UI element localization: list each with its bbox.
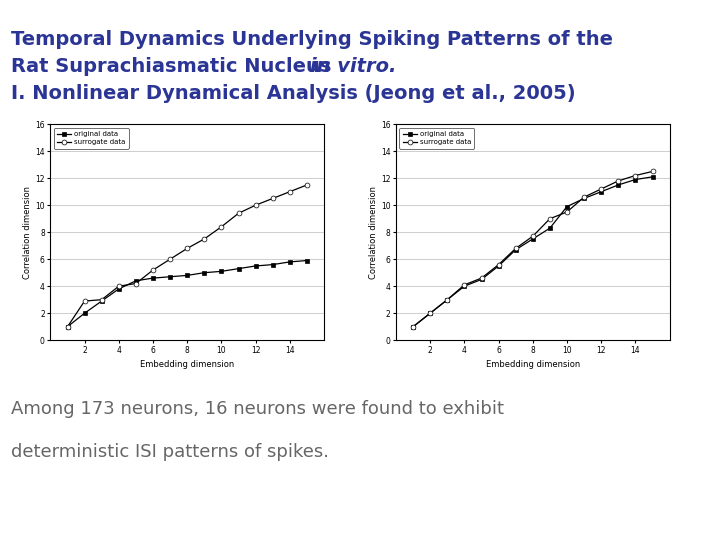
original data (563, 203, 572, 210)
original data (648, 174, 657, 180)
surrogate data (148, 267, 157, 273)
surrogate data (409, 323, 418, 330)
original data (148, 275, 157, 281)
original data (251, 262, 260, 269)
original data (443, 296, 451, 303)
Text: Rat Suprachiasmatic Nucleus: Rat Suprachiasmatic Nucleus (11, 57, 338, 76)
surrogate data (563, 208, 572, 215)
original data (286, 259, 294, 265)
surrogate data (200, 235, 209, 242)
original data (597, 188, 606, 195)
original data (528, 235, 537, 242)
original data (183, 272, 192, 279)
Y-axis label: Correlation dimension: Correlation dimension (24, 186, 32, 279)
Line: original data: original data (65, 258, 310, 329)
original data (200, 269, 209, 276)
original data (269, 261, 277, 268)
surrogate data (460, 282, 469, 288)
original data (614, 181, 623, 188)
surrogate data (494, 261, 503, 268)
Text: Among 173 neurons, 16 neurons were found to exhibit: Among 173 neurons, 16 neurons were found… (11, 400, 504, 417)
original data (426, 310, 435, 316)
X-axis label: Embedding dimension: Embedding dimension (140, 360, 234, 369)
X-axis label: Embedding dimension: Embedding dimension (486, 360, 580, 369)
Line: original data: original data (410, 174, 655, 329)
Line: surrogate data: surrogate data (65, 183, 310, 329)
Text: in vitro.: in vitro. (310, 57, 396, 76)
Text: I. Nonlinear Dynamical Analysis (Jeong et al., 2005): I. Nonlinear Dynamical Analysis (Jeong e… (11, 84, 575, 103)
surrogate data (63, 323, 72, 330)
surrogate data (443, 296, 451, 303)
original data (234, 265, 243, 272)
surrogate data (81, 298, 89, 304)
original data (546, 225, 554, 231)
Legend: original data, surrogate data: original data, surrogate data (54, 127, 129, 149)
surrogate data (426, 310, 435, 316)
original data (409, 323, 418, 330)
surrogate data (234, 210, 243, 217)
original data (81, 310, 89, 316)
original data (132, 278, 140, 284)
surrogate data (217, 224, 226, 230)
original data (217, 268, 226, 274)
original data (631, 176, 640, 183)
surrogate data (286, 188, 294, 195)
Y-axis label: Correlation dimension: Correlation dimension (369, 186, 378, 279)
original data (460, 283, 469, 289)
original data (114, 286, 123, 292)
surrogate data (97, 296, 106, 303)
surrogate data (269, 195, 277, 201)
surrogate data (631, 172, 640, 179)
Line: surrogate data: surrogate data (410, 169, 655, 329)
original data (477, 276, 486, 283)
original data (166, 273, 174, 280)
surrogate data (614, 178, 623, 184)
Legend: original data, surrogate data: original data, surrogate data (400, 127, 474, 149)
Text: Temporal Dynamics Underlying Spiking Patterns of the: Temporal Dynamics Underlying Spiking Pat… (11, 30, 613, 49)
surrogate data (166, 256, 174, 262)
surrogate data (546, 215, 554, 222)
surrogate data (511, 245, 520, 252)
original data (63, 323, 72, 330)
surrogate data (580, 194, 588, 200)
surrogate data (302, 181, 311, 188)
surrogate data (132, 280, 140, 287)
surrogate data (597, 186, 606, 192)
original data (580, 195, 588, 201)
original data (302, 257, 311, 264)
surrogate data (477, 275, 486, 281)
original data (97, 298, 106, 304)
surrogate data (528, 233, 537, 240)
surrogate data (114, 283, 123, 289)
surrogate data (251, 202, 260, 208)
surrogate data (648, 168, 657, 175)
surrogate data (183, 245, 192, 252)
original data (511, 246, 520, 253)
Text: deterministic ISI patterns of spikes.: deterministic ISI patterns of spikes. (11, 443, 329, 461)
original data (494, 262, 503, 269)
